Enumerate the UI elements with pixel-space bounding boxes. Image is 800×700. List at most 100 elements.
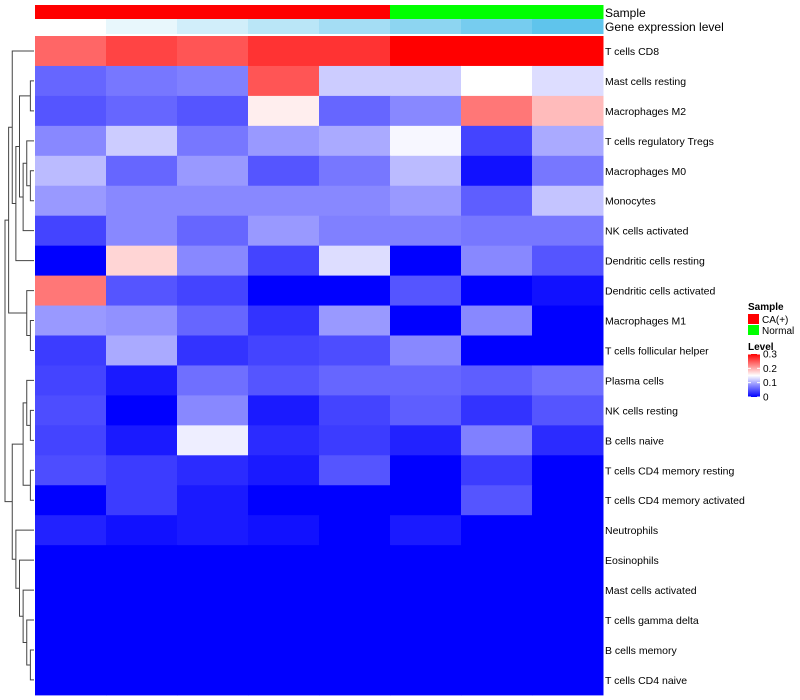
gene-expression-track-label: Gene expression level bbox=[605, 20, 724, 34]
dendrogram-branch bbox=[29, 80, 34, 112]
heatmap-cell bbox=[248, 545, 320, 576]
heatmap-cell bbox=[461, 95, 533, 127]
legend-swatch-ca bbox=[748, 314, 759, 324]
heatmap-cell bbox=[248, 65, 320, 97]
heatmap-cell bbox=[461, 305, 533, 336]
heatmap-cell bbox=[390, 365, 462, 396]
heatmap-cell bbox=[390, 245, 462, 277]
heatmap-cell bbox=[319, 664, 391, 696]
heatmap-cell bbox=[248, 635, 320, 666]
heatmap-cell bbox=[106, 575, 178, 606]
heatmap-cell bbox=[532, 635, 604, 666]
heatmap-cell bbox=[390, 275, 462, 307]
heatmap-cell bbox=[106, 65, 178, 97]
heatmap-cell bbox=[177, 65, 249, 97]
heatmap-cell bbox=[35, 395, 107, 426]
heatmap-cell bbox=[319, 36, 391, 67]
row-label: Mast cells resting bbox=[605, 76, 686, 88]
heatmap-cell bbox=[177, 305, 249, 336]
legend-colorbar bbox=[748, 354, 760, 397]
dendrogram-branch bbox=[4, 219, 13, 503]
heatmap-cell bbox=[461, 65, 533, 97]
heatmap-cell bbox=[177, 95, 249, 127]
heatmap-cell bbox=[106, 185, 178, 217]
dendrogram-branch bbox=[29, 170, 34, 202]
heatmap-cell bbox=[106, 635, 178, 666]
heatmap-cell bbox=[390, 95, 462, 127]
heatmap-cell bbox=[319, 65, 391, 97]
heatmap-cell bbox=[532, 515, 604, 546]
heatmap-cell bbox=[177, 455, 249, 486]
legend-tick-label: 0 bbox=[763, 393, 769, 404]
heatmap-cell bbox=[35, 635, 107, 666]
row-labels: T cells CD8 Mast cells resting Macrophages… bbox=[605, 46, 745, 687]
sample-annotation-cell bbox=[35, 5, 107, 19]
sample-annotation-cell bbox=[390, 5, 462, 19]
heatmap-cell bbox=[177, 365, 249, 396]
heatmap-cell bbox=[248, 185, 320, 217]
gene-expression-annotation-cell bbox=[177, 19, 249, 34]
heatmap-cell bbox=[248, 515, 320, 546]
heatmap-cell bbox=[390, 425, 462, 456]
heatmap-cell bbox=[461, 365, 533, 396]
heatmap-cell bbox=[35, 185, 107, 217]
heatmap-cell bbox=[390, 335, 462, 366]
heatmap-cell bbox=[35, 515, 107, 546]
heatmap-cell bbox=[532, 125, 604, 157]
heatmap-cell bbox=[532, 95, 604, 127]
sample-annotation-cell bbox=[248, 5, 320, 19]
gene-expression-annotation-cell bbox=[461, 19, 533, 34]
heatmap-cell bbox=[390, 635, 462, 666]
heatmap-cell bbox=[319, 635, 391, 666]
heatmap-cell bbox=[106, 125, 178, 157]
row-dendrogram bbox=[4, 50, 34, 681]
heatmap-cell bbox=[532, 275, 604, 307]
dendrogram-branch bbox=[19, 95, 31, 198]
heatmap-cell bbox=[319, 575, 391, 606]
heatmap-cell bbox=[248, 664, 320, 696]
heatmap-cell bbox=[319, 95, 391, 127]
heatmap-cell bbox=[248, 455, 320, 486]
dendrogram-branch bbox=[15, 529, 34, 589]
heatmap-cell bbox=[532, 395, 604, 426]
row-label: T cells CD4 memory activated bbox=[605, 495, 745, 507]
heatmap-cell bbox=[106, 95, 178, 127]
heatmap-cell bbox=[390, 305, 462, 336]
heatmap-cell bbox=[248, 365, 320, 396]
dendrogram-branch bbox=[29, 320, 34, 351]
heatmap-cell bbox=[532, 455, 604, 486]
gene-expression-annotation-cell bbox=[319, 19, 391, 34]
heatmap-cell bbox=[461, 36, 533, 67]
heatmap-cell bbox=[319, 455, 391, 486]
row-label: B cells naive bbox=[605, 435, 664, 447]
heatmap-cell bbox=[532, 155, 604, 187]
heatmap-cell bbox=[177, 575, 249, 606]
heatmap-cell bbox=[35, 605, 107, 636]
heatmap-cell bbox=[106, 36, 178, 67]
heatmap-cell bbox=[177, 125, 249, 157]
heatmap-cell bbox=[35, 545, 107, 576]
heatmap-cell bbox=[106, 215, 178, 247]
row-label: T cells follicular helper bbox=[605, 345, 709, 357]
heatmap-cell bbox=[106, 425, 178, 456]
heatmap-cell bbox=[532, 185, 604, 217]
heatmap-cell bbox=[35, 65, 107, 97]
heatmap-cell bbox=[35, 245, 107, 277]
legend-level-title: Level bbox=[748, 342, 774, 353]
heatmap-cell bbox=[461, 575, 533, 606]
heatmap-cell bbox=[461, 545, 533, 576]
heatmap-cell bbox=[106, 515, 178, 546]
legend-tick-label: 0.3 bbox=[763, 350, 777, 361]
heatmap-cell bbox=[248, 605, 320, 636]
row-label: T cells regulatory Tregs bbox=[605, 136, 714, 148]
dendrogram-branch bbox=[22, 162, 34, 232]
heatmap-cell bbox=[35, 36, 107, 67]
heatmap-cell bbox=[461, 455, 533, 486]
row-label: Dendritic cells activated bbox=[605, 286, 715, 298]
row-label: T cells CD4 naive bbox=[605, 675, 687, 687]
heatmap-cell bbox=[106, 605, 178, 636]
heatmap-cell bbox=[532, 245, 604, 277]
heatmap-cell bbox=[461, 185, 533, 217]
dendrogram-branch bbox=[29, 409, 34, 441]
heatmap-cell bbox=[319, 365, 391, 396]
